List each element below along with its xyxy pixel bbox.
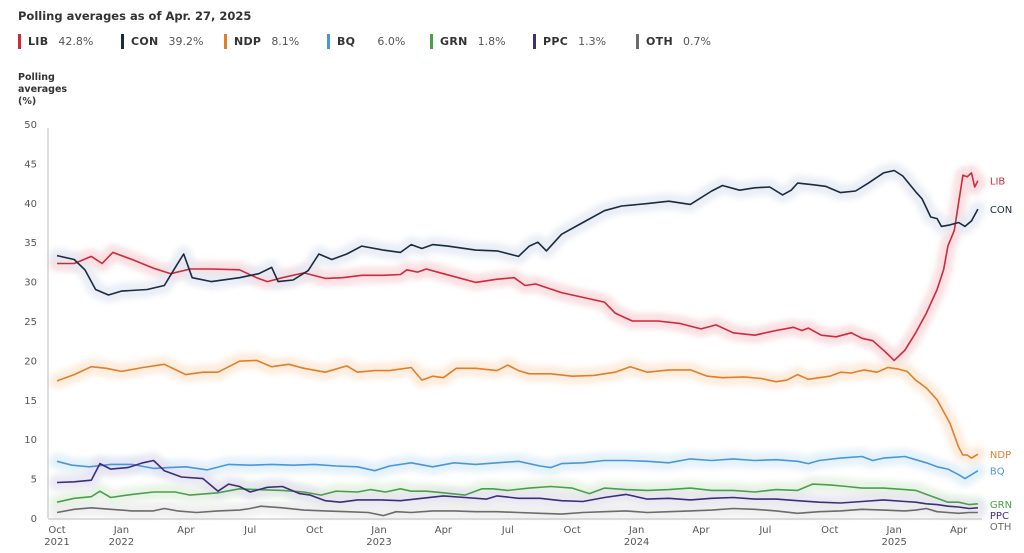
series-line-ppc <box>56 459 978 510</box>
legend-value: 8.1% <box>271 35 300 48</box>
end-label-ppc: PPC <box>990 511 1009 522</box>
x-tick-label: Oct <box>821 525 838 536</box>
end-label-ndp: NDP <box>990 450 1011 461</box>
legend: LIB 42.8% CON 39.2% NDP 8.1% BQ 6.0% GRN… <box>18 34 739 49</box>
x-tick-label: Jul <box>501 525 514 536</box>
legend-label: CON <box>131 35 159 48</box>
x-tick-label: Jan <box>885 525 901 536</box>
legend-label: OTH <box>646 35 673 48</box>
series-line-ndp <box>56 359 979 459</box>
legend-value: 6.0% <box>377 35 406 48</box>
series-line-con <box>56 169 979 296</box>
x-tick-label: Apr <box>177 525 195 536</box>
legend-label: PPC <box>543 35 569 48</box>
y-tick-label: 15 <box>24 396 37 407</box>
end-label-oth: OTH <box>990 522 1012 533</box>
legend-value: 42.8% <box>58 35 94 48</box>
x-tick-year: 2023 <box>366 537 391 548</box>
x-tick-label: Oct <box>48 525 65 536</box>
y-tick-label: 20 <box>24 356 37 367</box>
x-tick-year: 2025 <box>881 537 906 548</box>
x-tick-label: Apr <box>692 525 710 536</box>
series-line-lib <box>57 172 979 362</box>
series-line-bq <box>56 455 979 480</box>
legend-swatch-oth <box>636 34 639 49</box>
legend-swatch-lib <box>18 34 21 49</box>
y-tick-label: 25 <box>24 317 37 328</box>
x-tick-year: 2021 <box>44 537 69 548</box>
y-tick-label: 50 <box>24 120 37 131</box>
legend-item-ndp: NDP 8.1% <box>224 34 327 49</box>
end-label-grn: GRN <box>990 500 1012 511</box>
legend-item-bq: BQ 6.0% <box>327 34 430 49</box>
x-tick-year: 2022 <box>109 537 134 548</box>
x-tick-label: Apr <box>950 525 968 536</box>
legend-label: NDP <box>234 35 262 48</box>
legend-item-lib: LIB 42.8% <box>18 34 121 49</box>
x-tick-label: Jul <box>243 525 256 536</box>
end-label-bq: BQ <box>990 467 1005 478</box>
y-tick-label: 35 <box>24 238 37 249</box>
legend-value: 39.2% <box>168 35 204 48</box>
x-tick-label: Jan <box>628 525 644 536</box>
legend-item-oth: OTH 0.7% <box>636 34 739 49</box>
y-tick-label: 45 <box>24 159 37 170</box>
y-tick-label: 40 <box>24 199 37 210</box>
legend-label: LIB <box>28 35 49 48</box>
y-axis-label: Polling averages (%) <box>18 72 68 107</box>
legend-swatch-grn <box>430 34 433 49</box>
y-tick-label: 0 <box>31 514 37 525</box>
x-tick-label: Jan <box>370 525 386 536</box>
confidence-band-ndp <box>49 352 986 467</box>
y-tick-label: 30 <box>24 278 37 289</box>
legend-value: 0.7% <box>682 35 711 48</box>
legend-item-grn: GRN 1.8% <box>430 34 533 49</box>
legend-swatch-bq <box>327 34 330 49</box>
legend-item-con: CON 39.2% <box>121 34 224 49</box>
y-tick-label: 5 <box>31 475 37 486</box>
end-label-con: CON <box>990 205 1012 216</box>
legend-swatch-ndp <box>224 34 227 49</box>
x-tick-year: 2024 <box>624 537 649 548</box>
x-tick-label: Apr <box>435 525 453 536</box>
legend-item-ppc: PPC 1.3% <box>533 34 636 49</box>
series-line-grn <box>56 483 978 506</box>
legend-label: GRN <box>440 35 468 48</box>
legend-value: 1.3% <box>578 35 607 48</box>
y-tick-label: 10 <box>24 435 37 446</box>
chart-title: Polling averages as of Apr. 27, 2025 <box>18 9 252 23</box>
legend-swatch-con <box>121 34 124 49</box>
legend-swatch-ppc <box>533 34 536 49</box>
end-label-lib: LIB <box>990 177 1006 188</box>
x-tick-label: Jan <box>113 525 129 536</box>
legend-value: 1.8% <box>477 35 506 48</box>
x-tick-label: Oct <box>306 525 323 536</box>
legend-label: BQ <box>337 35 356 48</box>
series-line-oth <box>56 505 978 517</box>
x-tick-label: Jul <box>758 525 771 536</box>
x-tick-label: Oct <box>564 525 581 536</box>
